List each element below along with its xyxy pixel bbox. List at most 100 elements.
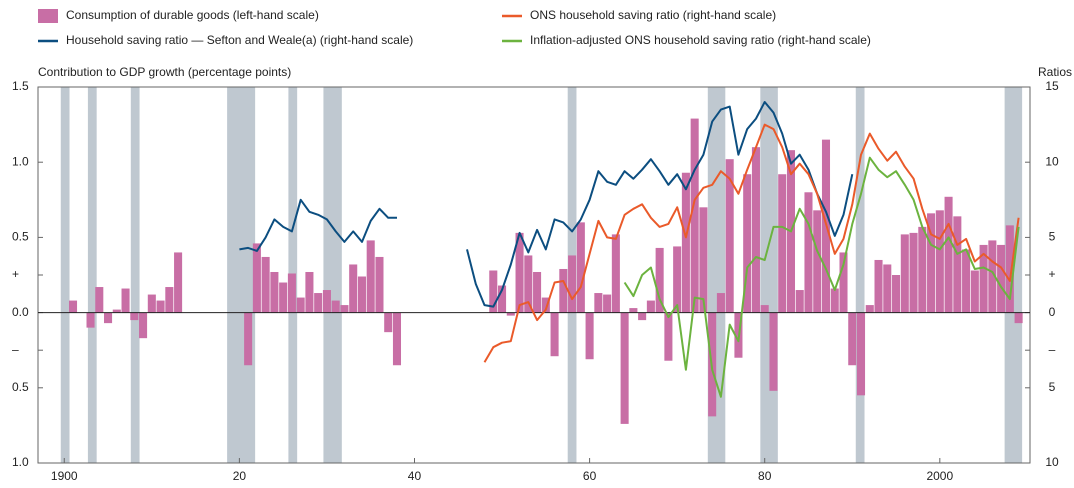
bar <box>384 312 393 333</box>
y-tick-label: 0.0 <box>12 305 29 319</box>
bar <box>909 232 918 313</box>
bar <box>611 234 620 313</box>
y-axis-label: Contribution to GDP growth (percentage p… <box>38 65 291 79</box>
bar <box>156 300 165 313</box>
bar <box>646 300 655 313</box>
y-tick-label: 1.0 <box>12 154 29 168</box>
bar <box>515 232 524 313</box>
shaded-period <box>227 87 256 463</box>
bar <box>892 275 901 313</box>
bar <box>331 300 340 313</box>
bar <box>139 312 148 339</box>
bar <box>524 255 533 313</box>
y-tick-label: 1.5 <box>12 79 29 93</box>
bar <box>244 312 253 366</box>
bar <box>86 312 95 328</box>
x-tick-label: 80 <box>758 469 772 483</box>
y-tick-label: 0.5 <box>12 230 29 244</box>
legend-label: ONS household saving ratio (right-hand s… <box>530 8 776 22</box>
bar <box>804 192 813 313</box>
bar <box>392 312 402 366</box>
bar <box>638 312 647 321</box>
bar <box>655 247 664 313</box>
bar <box>918 226 927 313</box>
bar <box>988 240 997 313</box>
x-tick-label: 1900 <box>51 469 78 483</box>
bar <box>357 276 366 313</box>
bar <box>997 244 1006 313</box>
bar <box>279 282 288 313</box>
bar <box>962 249 971 313</box>
y2-tick-label: + <box>1048 267 1055 281</box>
x-tick-label: 40 <box>408 469 422 483</box>
bar <box>121 288 130 313</box>
y-tick-label: – <box>12 342 19 356</box>
bar <box>261 256 270 313</box>
bar <box>104 312 113 324</box>
bar <box>865 305 874 313</box>
bar <box>935 210 944 313</box>
x-tick-label: 60 <box>583 469 597 483</box>
bar <box>270 271 279 313</box>
legend-label: Household saving ratio — Sefton and Weal… <box>66 33 413 47</box>
bar <box>112 309 121 313</box>
bar <box>1014 312 1023 324</box>
bar <box>165 287 174 313</box>
y-tick-label: + <box>12 267 19 281</box>
bar <box>349 264 358 313</box>
bar <box>629 308 638 313</box>
bar <box>664 312 673 361</box>
y2-tick-label: 15 <box>1045 79 1059 93</box>
bar <box>681 172 690 313</box>
bar <box>716 293 725 313</box>
bar <box>314 293 323 313</box>
bar <box>506 312 515 316</box>
bar <box>760 305 769 313</box>
bar <box>147 294 156 313</box>
bar <box>769 312 778 391</box>
bar <box>690 118 699 313</box>
bar <box>874 259 883 313</box>
x-tick-label: 20 <box>233 469 247 483</box>
bar <box>576 222 585 313</box>
shaded-period <box>855 87 865 463</box>
line <box>483 123 1020 363</box>
y2-tick-label: 10 <box>1045 154 1059 168</box>
y2-tick-label: – <box>1049 342 1056 356</box>
y2-tick-label: 10 <box>1045 455 1059 469</box>
shaded-period <box>760 87 778 463</box>
bar <box>366 240 375 313</box>
bar <box>1005 225 1014 313</box>
x-tick-label: 2000 <box>926 469 953 483</box>
bar <box>856 312 866 396</box>
shaded-period <box>130 87 140 463</box>
bar <box>725 159 734 313</box>
bar <box>375 256 384 313</box>
bar <box>839 252 848 313</box>
bar <box>296 297 305 313</box>
bar <box>970 270 979 313</box>
bar <box>953 216 962 313</box>
bar <box>743 174 752 313</box>
bar <box>979 244 988 313</box>
bar <box>174 252 183 313</box>
bar <box>550 312 559 357</box>
y2-tick-label: 0 <box>1049 305 1056 319</box>
shaded-period <box>60 87 70 463</box>
bar <box>848 312 857 366</box>
y2-tick-label: 5 <box>1049 230 1056 244</box>
bar <box>900 234 909 313</box>
bar <box>673 246 682 313</box>
bar <box>533 271 542 313</box>
bar <box>594 293 603 313</box>
bar <box>813 210 822 313</box>
bar <box>603 294 612 313</box>
legend-label: Inflation-adjusted ONS household saving … <box>530 33 871 47</box>
line <box>239 101 854 308</box>
bar <box>541 297 550 313</box>
bar <box>305 271 314 313</box>
y-tick-label: 0.5 <box>12 380 29 394</box>
bar <box>559 268 568 313</box>
shaded-period <box>87 87 97 463</box>
